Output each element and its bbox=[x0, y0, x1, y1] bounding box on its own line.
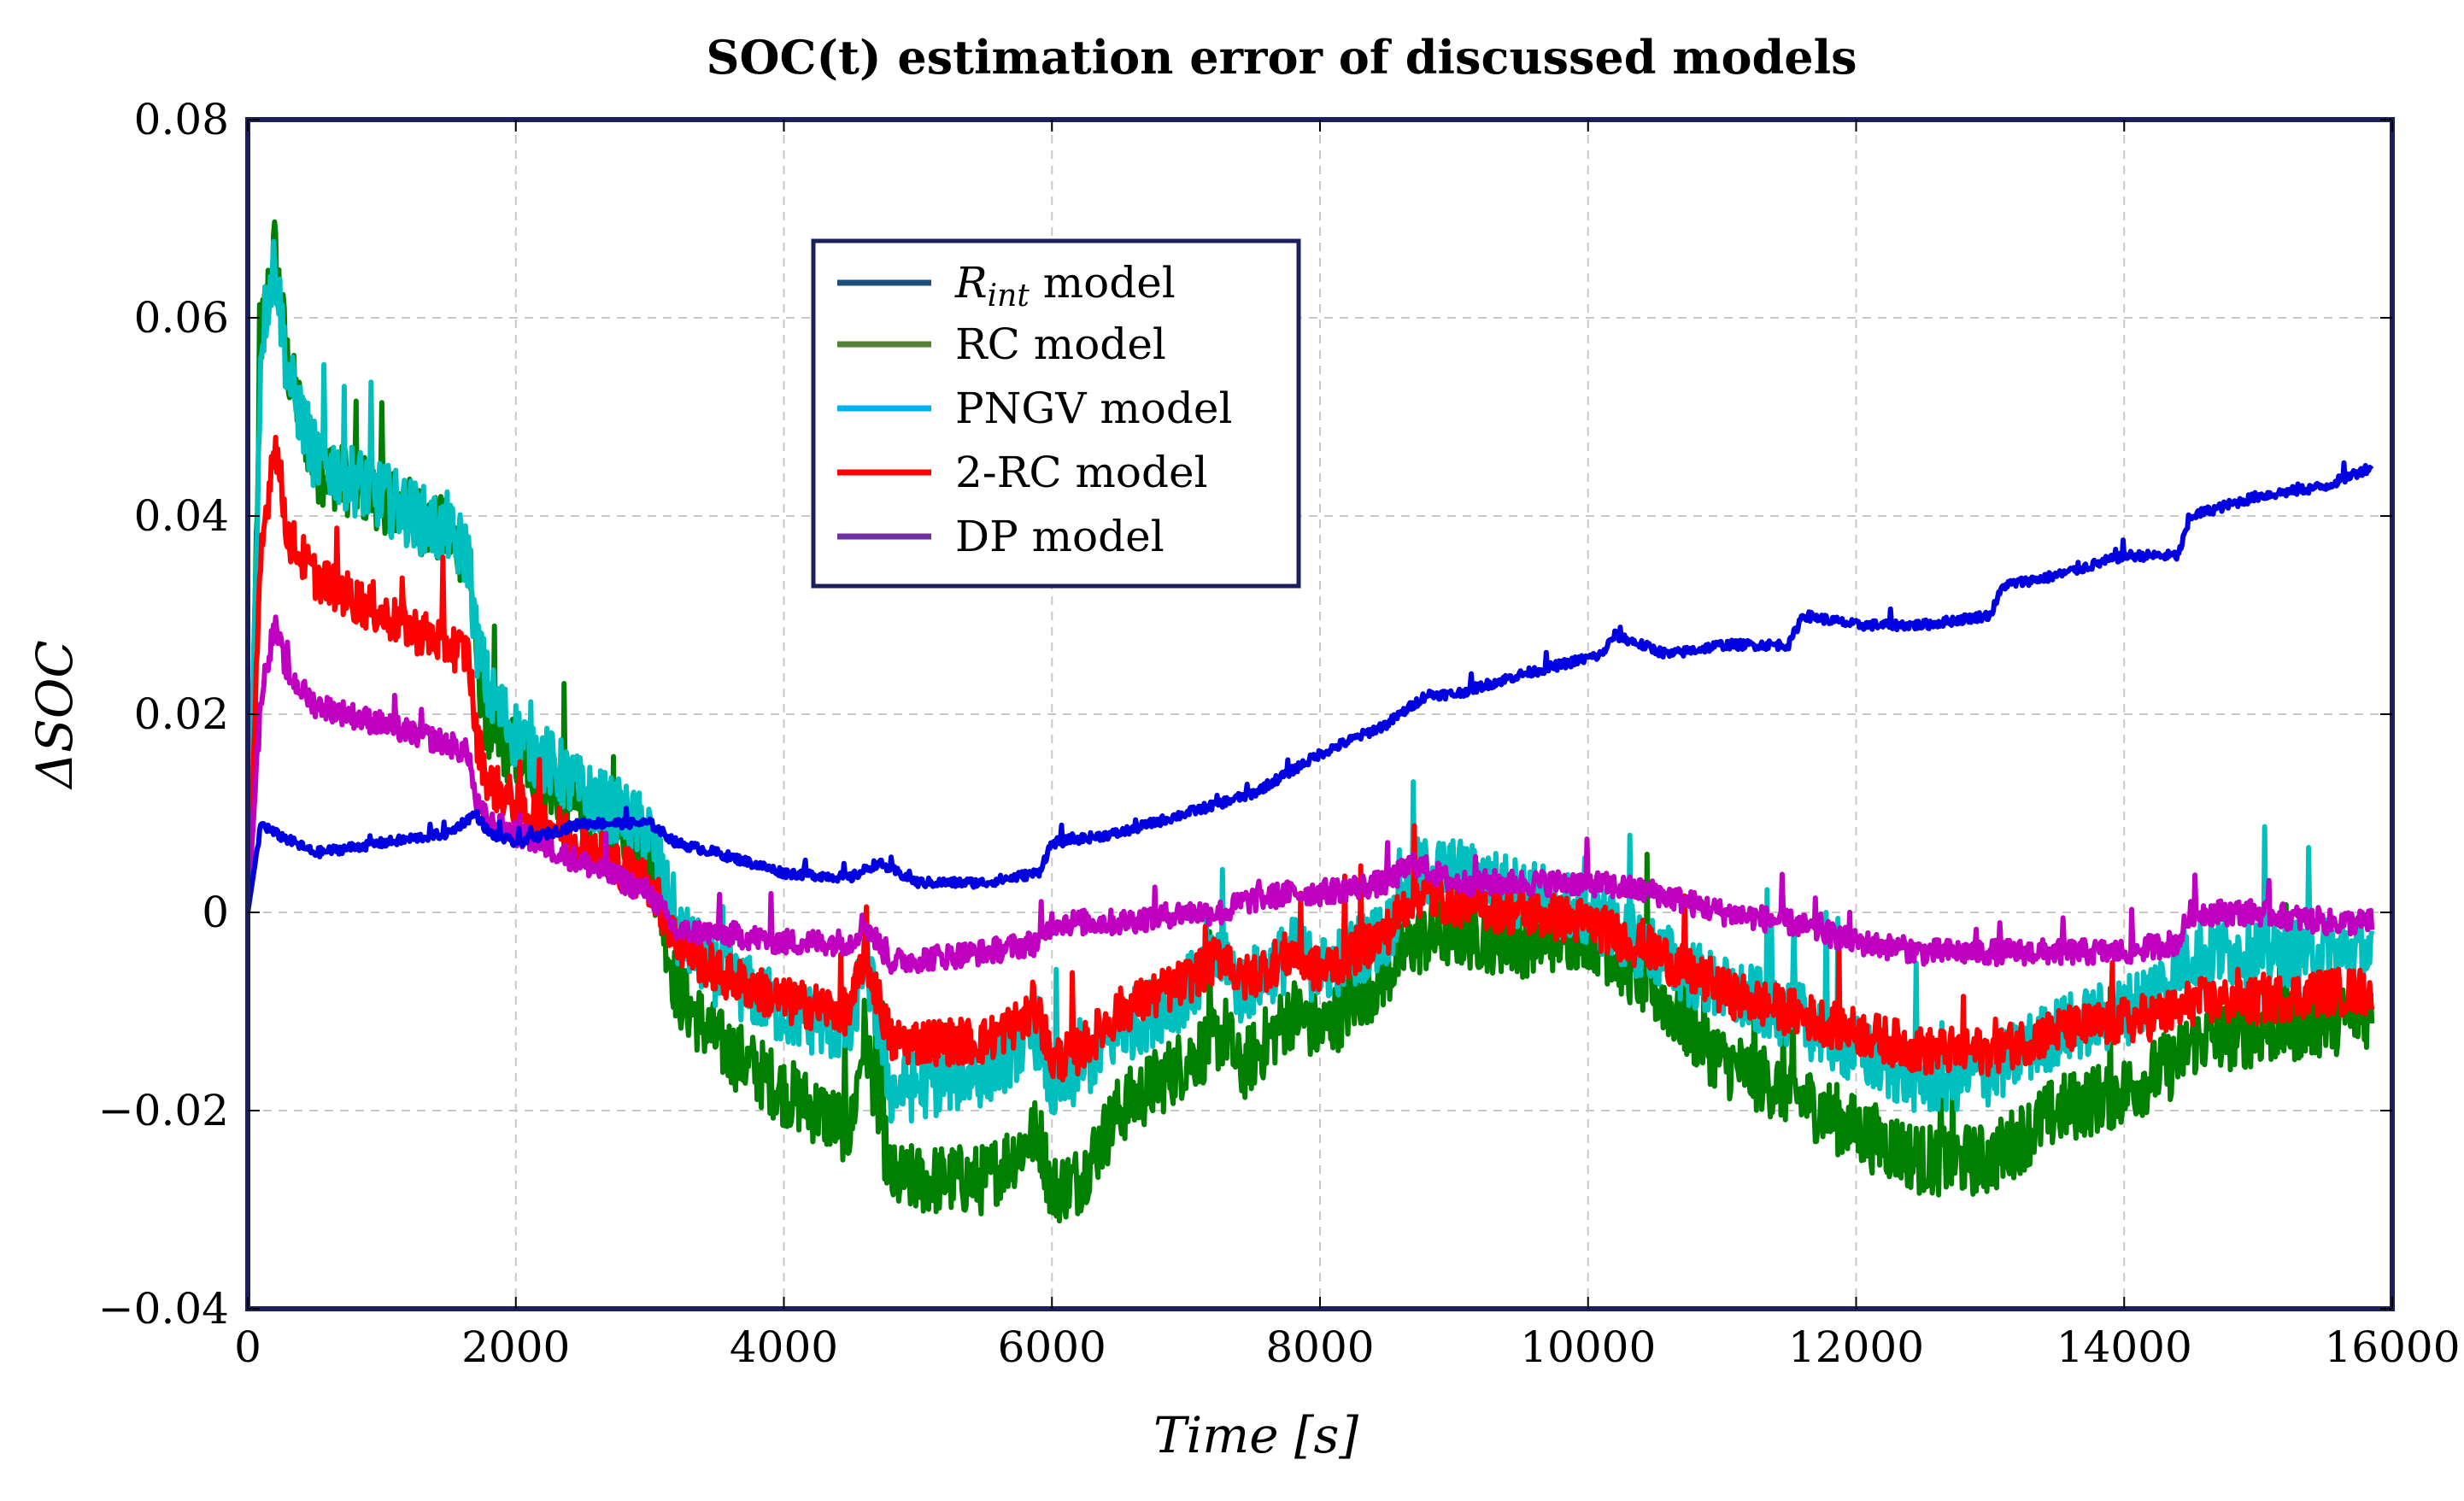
x-axis-label: Time [s] bbox=[1153, 1406, 1358, 1464]
series-line-dp-model bbox=[245, 614, 2375, 976]
series-line-2-rc-model bbox=[245, 434, 2375, 1082]
x-tick-label: 6000 bbox=[998, 1322, 1106, 1372]
legend-rint-base: R bbox=[954, 258, 988, 308]
plot-area bbox=[245, 219, 2375, 1224]
legend-rint-suffix: model bbox=[1030, 258, 1176, 308]
series-line-rc-model bbox=[245, 219, 2375, 1224]
y-axis-label: ΔSOC bbox=[26, 640, 84, 790]
legend-label-pngv: PNGV model bbox=[955, 384, 1232, 433]
x-tick-label: 14000 bbox=[2056, 1322, 2192, 1372]
y-tick-label: 0 bbox=[202, 888, 229, 937]
x-tick-label: 10000 bbox=[1520, 1322, 1656, 1372]
x-tick-label: 4000 bbox=[730, 1322, 838, 1372]
legend-label-dp: DP model bbox=[955, 512, 1165, 561]
x-tick-label: 16000 bbox=[2324, 1322, 2460, 1372]
legend-label-2rc: 2-RC model bbox=[955, 448, 1208, 497]
legend-label-rint: Rint model bbox=[954, 258, 1176, 314]
grid bbox=[248, 120, 2392, 1309]
y-tick-label: 0.06 bbox=[134, 293, 229, 343]
legend-rint-sub: int bbox=[988, 279, 1030, 314]
legend-label-rc: RC model bbox=[955, 320, 1166, 369]
legend-box bbox=[811, 238, 1301, 589]
series-line-pngv-model bbox=[245, 238, 2375, 1124]
axis-ticks: 0 2000 4000 6000 8000 10000 12000 14000 16000 −0.… bbox=[98, 95, 2461, 1372]
y-tick-label: 0.08 bbox=[134, 95, 229, 144]
legend: Rint model RC model PNGV model 2-RC mode… bbox=[811, 238, 1301, 589]
series-line-rint-model bbox=[245, 460, 2374, 913]
y-tick-label: 0.04 bbox=[134, 491, 229, 541]
x-tick-label: 2000 bbox=[461, 1322, 570, 1372]
x-tick-label: 12000 bbox=[1788, 1322, 1924, 1372]
y-tick-label: −0.02 bbox=[98, 1086, 229, 1135]
y-tick-label: −0.04 bbox=[98, 1284, 229, 1334]
x-tick-label: 8000 bbox=[1265, 1322, 1374, 1372]
y-tick-label: 0.02 bbox=[134, 689, 229, 739]
x-tick-label: 0 bbox=[234, 1322, 261, 1372]
chart-title: SOC(t) estimation error of discussed mod… bbox=[706, 30, 1857, 85]
